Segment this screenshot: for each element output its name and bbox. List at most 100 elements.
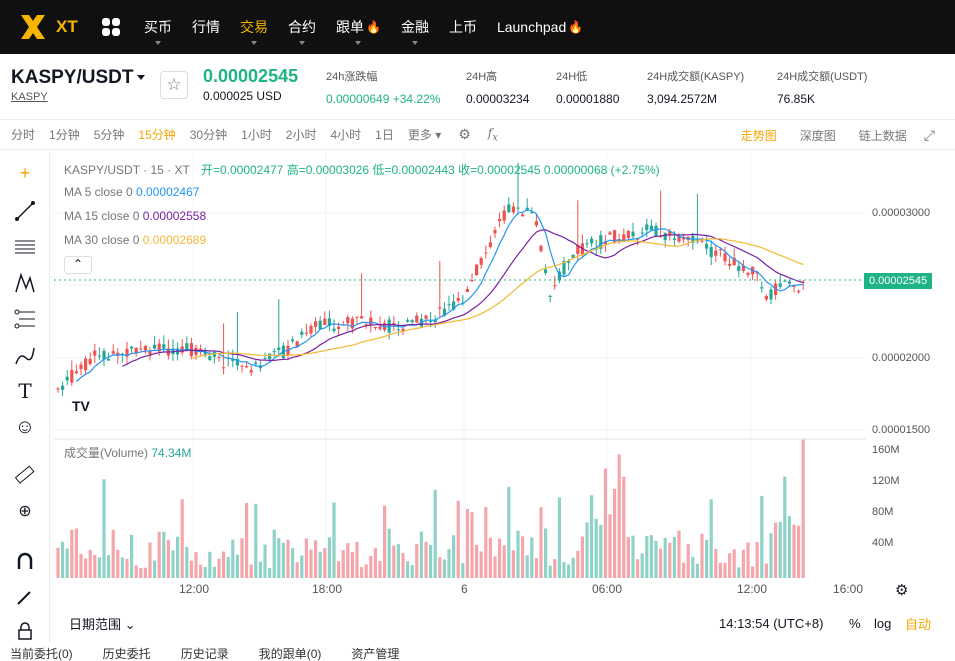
candle-body <box>318 320 322 330</box>
chart-settings-gear-icon[interactable]: ⚙ <box>895 582 909 599</box>
volume-bar <box>649 535 653 578</box>
volume-bar <box>401 552 405 578</box>
brush-icon[interactable] <box>12 342 38 368</box>
candle-body <box>396 329 400 331</box>
candle-body <box>153 344 157 349</box>
interval-5m[interactable]: 5分钟 <box>93 128 125 142</box>
pencil-lock-icon[interactable] <box>12 584 38 610</box>
xt-logo-icon <box>21 15 45 39</box>
candle-body <box>488 242 492 248</box>
candle-body <box>70 370 74 383</box>
tab-assets[interactable]: 资产管理 <box>351 647 400 661</box>
candle-body <box>212 351 216 357</box>
trend-line-icon[interactable] <box>12 198 38 224</box>
tradingview-logo: TV <box>72 398 90 414</box>
interval-1m[interactable]: 1分钟 <box>49 128 80 142</box>
candle-body <box>567 260 571 263</box>
interval-30m[interactable]: 30分钟 <box>189 128 228 142</box>
log-toggle[interactable]: log <box>874 615 892 631</box>
candle-body <box>304 332 308 334</box>
candle-body <box>429 320 433 322</box>
emoji-icon[interactable]: ☺ <box>14 415 36 438</box>
volume-bar <box>498 538 502 578</box>
magnet-icon[interactable] <box>12 548 38 574</box>
zoom-in-icon[interactable]: ⊕ <box>18 503 32 520</box>
volume-bar <box>208 551 212 578</box>
candle-body <box>769 289 773 300</box>
settings-gear-icon[interactable]: ⚙ <box>458 126 471 142</box>
nav-listing[interactable]: 上币 <box>449 0 477 54</box>
volume-bar <box>603 468 607 578</box>
volume-bar <box>235 554 239 578</box>
tab-depth-chart[interactable]: 深度图 <box>799 128 836 143</box>
xt-logo[interactable]: XT <box>18 12 86 42</box>
volume-bar <box>300 555 304 578</box>
percent-toggle[interactable]: % <box>849 615 861 631</box>
pair-selector[interactable]: KASPY/USDT <box>11 67 146 89</box>
nav-copy-trade[interactable]: 跟单 🔥 <box>336 0 381 54</box>
favorite-star-icon[interactable]: ☆ <box>160 71 188 99</box>
interval-tick[interactable]: 分时 <box>11 128 36 142</box>
candle-body <box>631 231 635 237</box>
fullscreen-icon[interactable]: ⤢ <box>923 126 935 143</box>
candle-body <box>659 236 663 238</box>
candle-body <box>79 364 83 370</box>
tab-trade-history[interactable]: 历史记录 <box>180 647 229 661</box>
tab-trend-chart[interactable]: 走势图 <box>740 128 777 143</box>
pattern-tool-icon[interactable] <box>12 270 38 296</box>
candle-body <box>442 308 446 316</box>
volume-bar <box>755 541 759 578</box>
interval-15m[interactable]: 15分钟 <box>138 128 176 142</box>
nav-markets[interactable]: 行情 <box>192 0 220 54</box>
volume-bar <box>143 567 147 578</box>
crosshair-icon[interactable]: + <box>19 162 31 183</box>
volume-bar <box>792 524 796 578</box>
nav-futures[interactable]: 合约 <box>288 0 316 54</box>
volume-bar <box>134 565 138 578</box>
volume-bar <box>346 543 350 578</box>
stat-label: 24H低 <box>556 71 588 83</box>
volume-bar <box>516 530 520 578</box>
volume-bar <box>521 536 525 578</box>
text-tool-icon[interactable]: T <box>18 379 32 403</box>
base-asset-link[interactable]: KASPY <box>11 91 48 103</box>
tab-onchain-data[interactable]: 链上数据 <box>858 128 907 143</box>
apps-grid-icon[interactable] <box>102 18 120 36</box>
volume-bar <box>378 560 382 578</box>
indicator-fx-icon[interactable]: fx <box>487 125 498 144</box>
nav-finance[interactable]: 金融 <box>401 0 429 54</box>
volume-bar <box>226 556 230 578</box>
nav-launchpad[interactable]: Launchpad 🔥 <box>497 0 583 54</box>
interval-4h[interactable]: 4小时 <box>330 128 362 142</box>
volume-bar <box>286 539 290 578</box>
tab-order-history[interactable]: 历史委托 <box>102 647 151 661</box>
candle-body <box>714 250 718 256</box>
stat-label: 24H成交额(KASPY) <box>647 71 745 83</box>
volume-bar <box>360 567 364 578</box>
horizontal-lines-icon[interactable] <box>12 234 38 260</box>
collapse-legend-button[interactable]: ⌃ <box>64 256 92 274</box>
candle-body <box>185 343 189 351</box>
nav-trade[interactable]: 交易 <box>240 0 268 54</box>
nav-buy-crypto[interactable]: 买币 <box>144 0 172 54</box>
volume-bar <box>737 567 741 578</box>
interval-1d[interactable]: 1日 <box>375 128 394 142</box>
time-tick: 06:00 <box>592 582 623 596</box>
volume-bar <box>373 547 377 578</box>
volume-bar <box>718 562 722 578</box>
lock-icon[interactable] <box>12 618 38 644</box>
fib-tool-icon[interactable] <box>12 306 38 332</box>
candle-body <box>548 295 552 297</box>
volume-bar <box>120 557 124 578</box>
interval-more[interactable]: 更多 ▾ <box>407 128 442 142</box>
candlestick-chart[interactable] <box>54 152 866 578</box>
tab-my-copy[interactable]: 我的跟单(0) <box>258 647 322 661</box>
tab-open-orders[interactable]: 当前委托(0) <box>10 647 73 661</box>
candle-body <box>539 245 543 252</box>
date-range-button[interactable]: 日期范围 ⌄ <box>69 616 136 632</box>
interval-2h[interactable]: 2小时 <box>285 128 317 142</box>
auto-scale-toggle[interactable]: 自动 <box>905 616 932 632</box>
ruler-icon[interactable] <box>12 462 38 488</box>
interval-1h[interactable]: 1小时 <box>241 128 272 142</box>
volume-bar <box>783 476 787 578</box>
